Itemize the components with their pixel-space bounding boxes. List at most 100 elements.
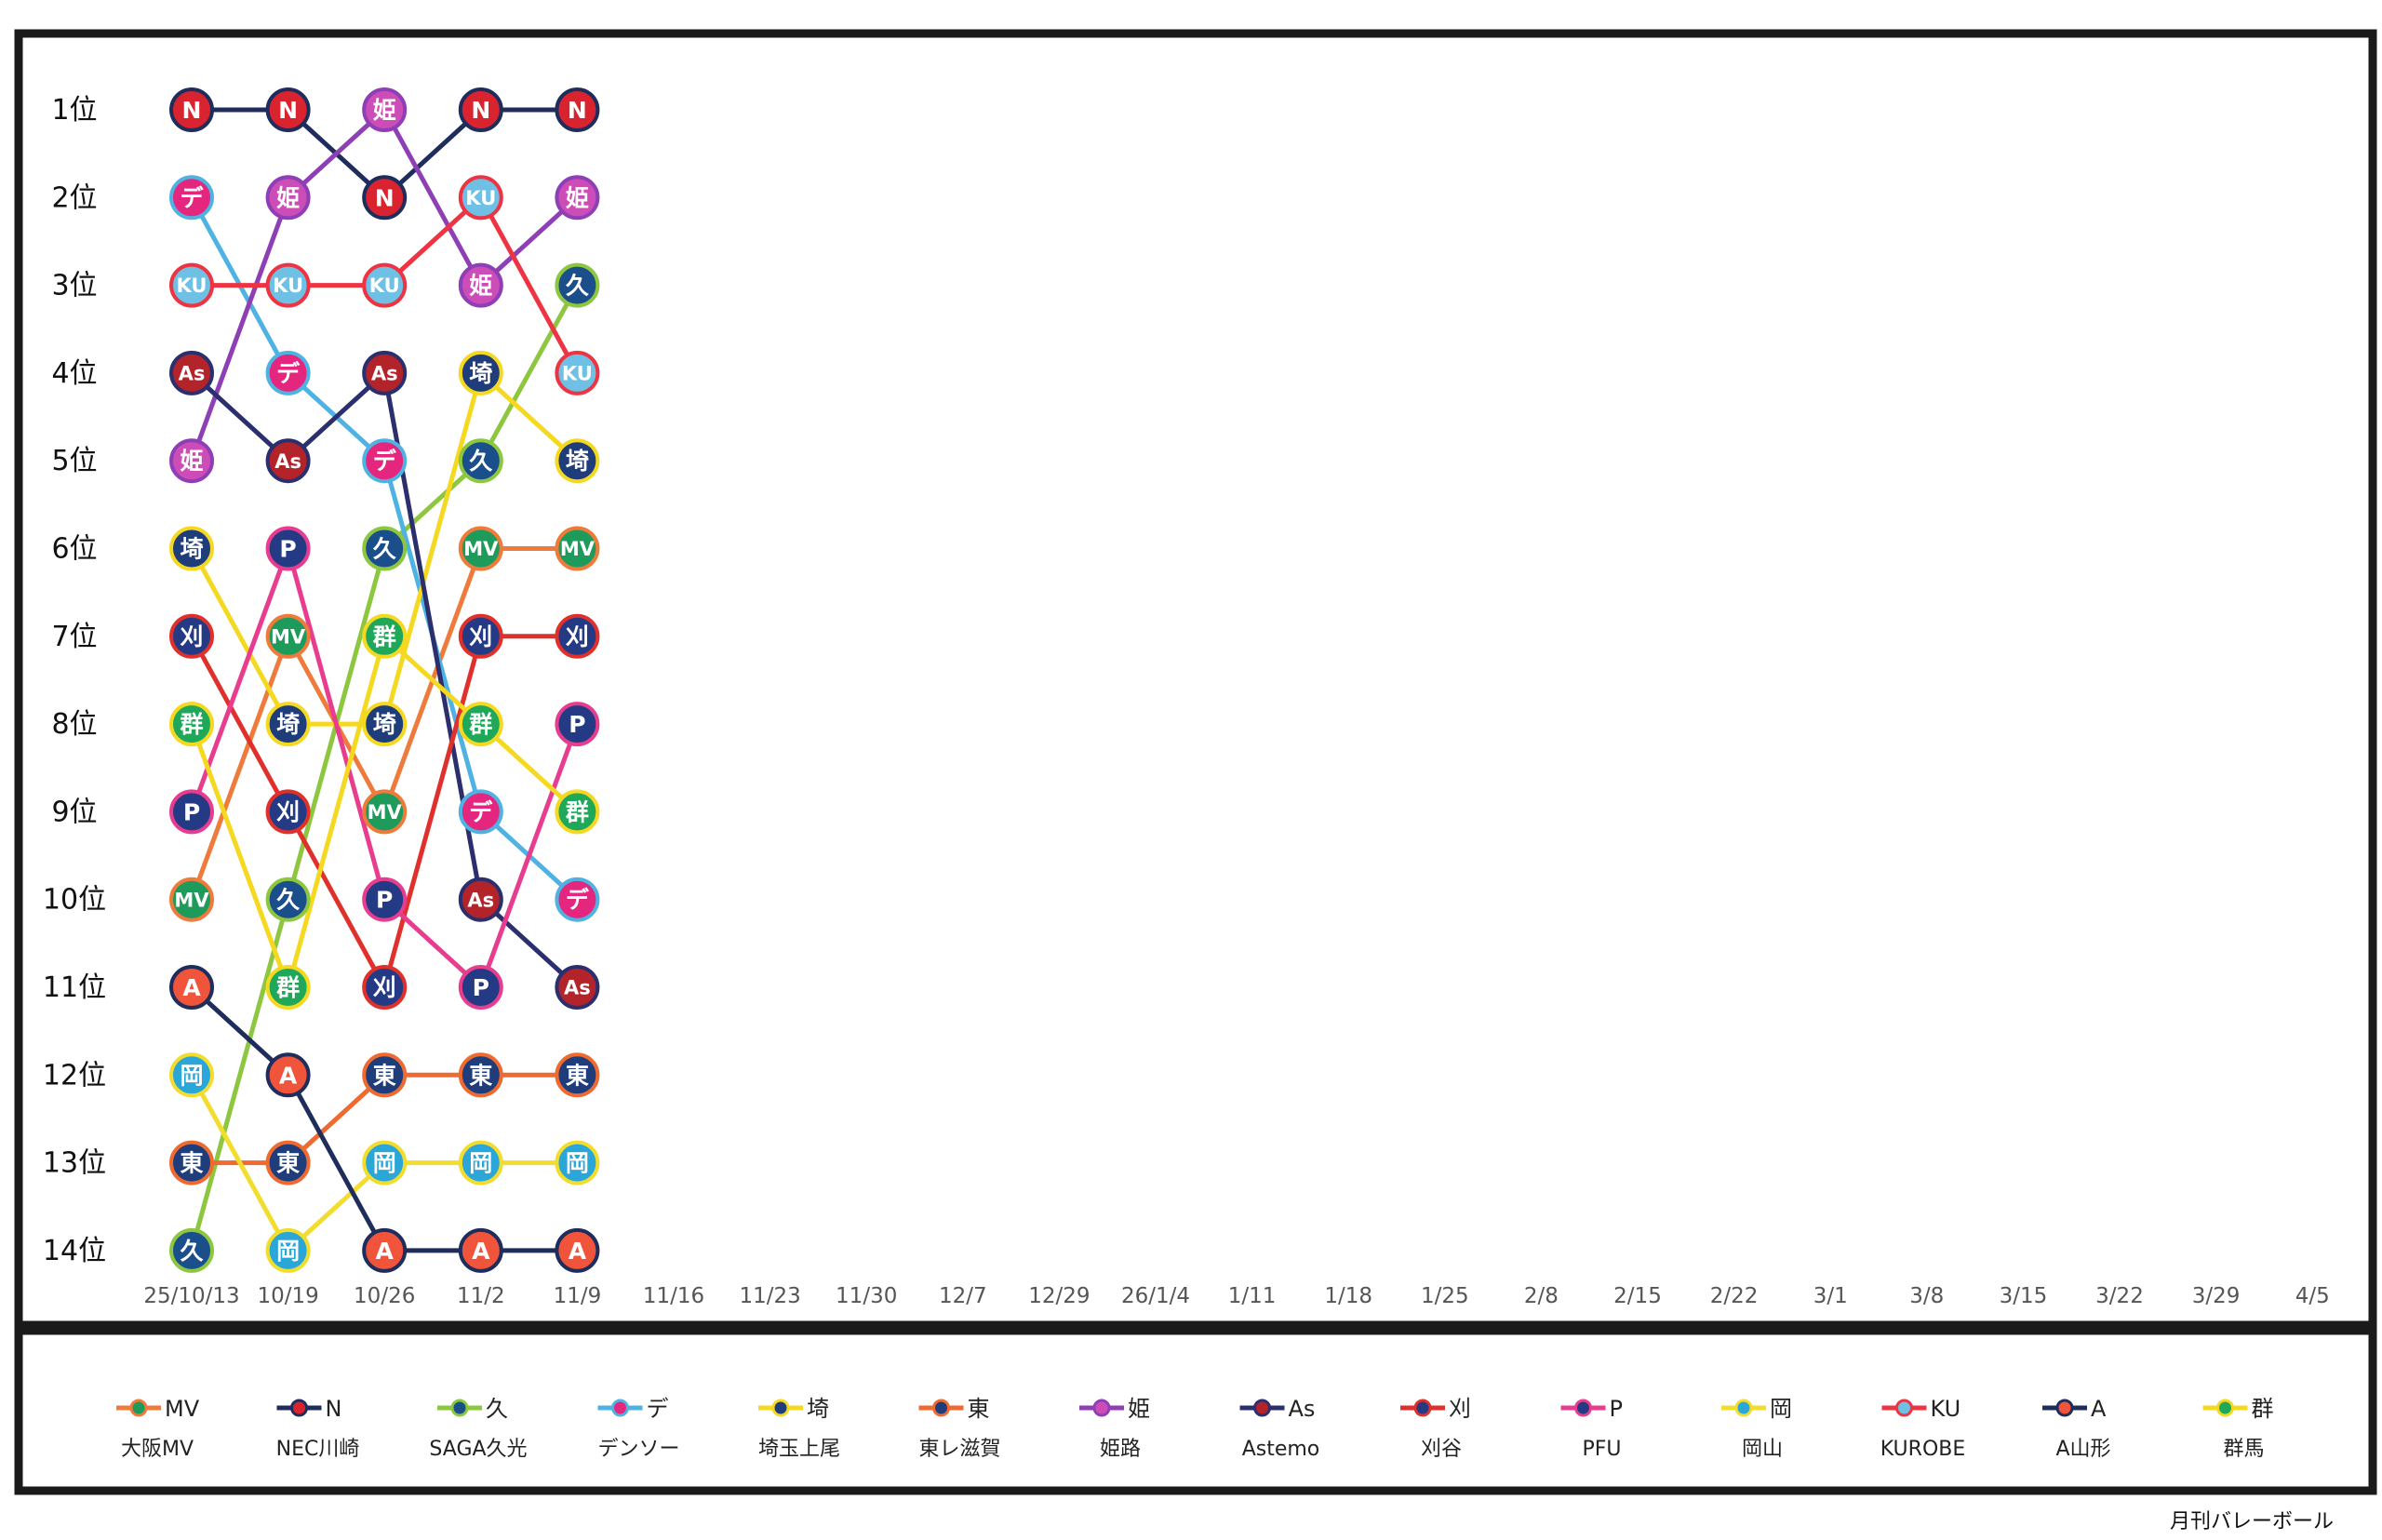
legend-name: Astemo [1242, 1438, 1320, 1461]
data-point-label: MV [463, 538, 499, 560]
data-point-marker [362, 1140, 408, 1185]
data-point-label: 久 [469, 448, 492, 475]
data-point-marker [458, 87, 503, 132]
data-point-label: 埼 [373, 711, 396, 738]
data-point-label: 姫 [276, 184, 300, 211]
data-point: デ [265, 350, 311, 395]
data-point: 姫 [169, 438, 214, 484]
data-point-marker [458, 350, 503, 395]
data-point-label: 久 [566, 273, 589, 300]
data-point-marker [362, 965, 408, 1010]
data-point-marker [265, 877, 311, 922]
legend-marker [1574, 1399, 1592, 1417]
data-point-label: 群 [469, 711, 492, 738]
data-point-marker [265, 613, 311, 659]
date-tick-label: 12/7 [939, 1284, 987, 1308]
data-point-label: デ [373, 448, 397, 475]
data-point: As [265, 438, 311, 484]
data-point-marker [555, 965, 600, 1010]
date-tick-label: 3/8 [1909, 1284, 1944, 1308]
legend-marker [2055, 1399, 2074, 1417]
data-point-marker [555, 877, 600, 922]
legend-marker [129, 1399, 148, 1417]
date-axis: 25/10/13 10/19 10/26 11/2 11/9 11/16 11/23 11/3… [143, 1284, 2329, 1308]
data-point-label: 久 [276, 887, 300, 914]
date-tick-label: 12/29 [1028, 1284, 1090, 1308]
data-point: デ [555, 877, 600, 922]
data-point-label: As [274, 450, 301, 473]
date-tick-label: 2/15 [1613, 1284, 1662, 1308]
data-point-label: N [375, 184, 395, 211]
data-point: P [458, 965, 503, 1010]
legend-item: 姫姫路 [1079, 1396, 1150, 1461]
data-point-marker [265, 1052, 311, 1098]
data-point-marker [265, 965, 311, 1010]
legend-item: 岡岡山 [1721, 1396, 1792, 1461]
legend-item: 久 SAGA久光 [429, 1396, 527, 1461]
legend-item: N NEC川崎 [276, 1396, 360, 1461]
data-point: KU [265, 262, 311, 308]
data-point-marker [265, 350, 311, 395]
data-point: 姫 [265, 175, 311, 221]
rank-label: 13位 [43, 1147, 106, 1180]
data-point-marker [169, 1140, 214, 1185]
legend-name: 大阪MV [121, 1438, 194, 1461]
data-point: MV [555, 526, 600, 571]
legend-marker [771, 1399, 790, 1417]
data-point-marker [555, 702, 600, 747]
data-point-marker [555, 613, 600, 659]
data-point: 東 [458, 1052, 503, 1098]
date-tick-label: 26/1/4 [1121, 1284, 1190, 1308]
data-point: N [362, 175, 408, 221]
data-point-label: 群 [180, 711, 203, 738]
data-point-marker [458, 438, 503, 484]
data-point-label: P [279, 536, 296, 563]
rank-label: 9位 [51, 796, 97, 828]
data-point: 群 [169, 702, 214, 747]
data-point-label: N [471, 97, 490, 124]
data-point-label: 埼 [469, 360, 492, 387]
data-point: 岡 [362, 1140, 408, 1185]
data-point-label: 姫 [566, 184, 589, 211]
legend-marker [1734, 1399, 1753, 1417]
data-point-marker [265, 1140, 311, 1185]
legend-name: SAGA久光 [429, 1438, 527, 1461]
data-point: 姫 [458, 262, 503, 308]
data-point-marker [458, 262, 503, 308]
rank-label: 1位 [51, 94, 97, 127]
date-tick-label: 11/23 [739, 1284, 800, 1308]
data-point: P [265, 526, 311, 571]
data-point: KU [555, 350, 600, 395]
data-point-marker [265, 87, 311, 132]
legend: MV大阪MVNNEC川崎久SAGA久光デデンソー埼埼玉上尾東東レ滋賀姫姫路AsA… [116, 1396, 2274, 1461]
data-point: 岡 [169, 1052, 214, 1098]
data-point-label: 群 [566, 798, 589, 825]
legend-name: KUROBE [1880, 1438, 1966, 1461]
data-point: As [458, 877, 503, 922]
data-point-label: 姫 [180, 448, 203, 475]
legend-key: 姫 [1128, 1396, 1150, 1422]
date-tick-label: 11/30 [836, 1284, 897, 1308]
data-point: A [555, 1227, 600, 1273]
date-tick-label: 11/2 [457, 1284, 505, 1308]
data-point-marker [362, 1052, 408, 1098]
data-point-label: A [279, 1062, 298, 1089]
data-point-marker [555, 1227, 600, 1273]
data-point: 久 [458, 438, 503, 484]
data-point: 東 [555, 1052, 600, 1098]
data-point-marker [169, 438, 214, 484]
data-point: 刈 [555, 613, 600, 659]
date-tick-label: 10/26 [354, 1284, 415, 1308]
data-point: A [265, 1052, 311, 1098]
rank-label: 3位 [51, 270, 97, 302]
data-point-label: デ [180, 184, 204, 211]
data-point-marker [362, 262, 408, 308]
date-tick-label: 1/25 [1421, 1284, 1469, 1308]
legend-marker [450, 1399, 469, 1417]
data-point-label: KU [273, 275, 303, 297]
data-point: P [362, 877, 408, 922]
data-point: 姫 [362, 87, 408, 132]
data-point: A [169, 965, 214, 1010]
legend-name: 群馬 [2223, 1438, 2264, 1461]
